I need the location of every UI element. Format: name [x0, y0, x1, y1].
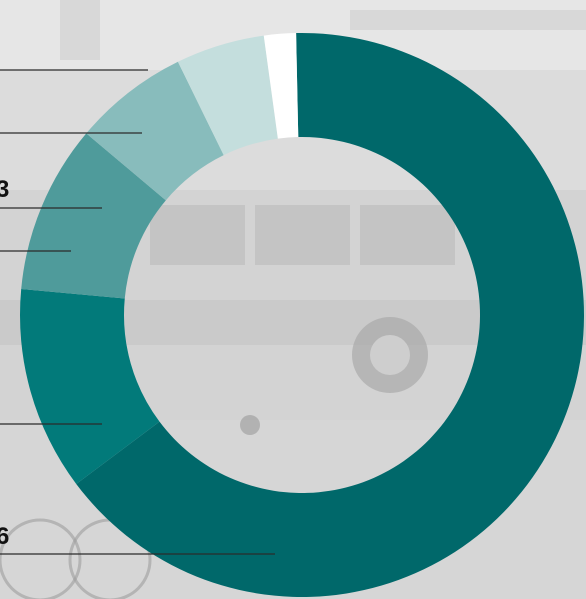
donut-slice-5 [177, 35, 278, 156]
donut-slice-1 [76, 33, 584, 598]
slice-label-fragment: 6 [0, 523, 9, 550]
donut-slice-6 [263, 33, 299, 139]
donut-slice-3 [21, 133, 166, 299]
slice-labels: 3 6 [0, 176, 9, 550]
donut-slice-4 [86, 61, 224, 201]
leader-lines [0, 69, 275, 555]
slice-label-fragment: 3 [0, 176, 9, 203]
donut-slice-2 [20, 288, 160, 484]
donut-slices [20, 33, 584, 598]
